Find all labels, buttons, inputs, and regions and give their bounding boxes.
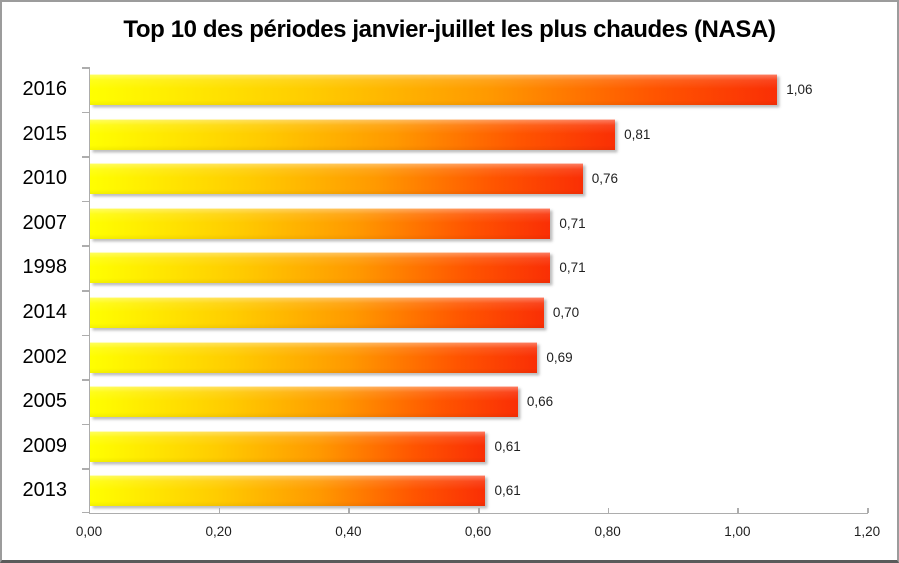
y-axis-tick [81, 111, 89, 114]
y-axis-tick [81, 468, 89, 470]
bar-value-label-2015: 0,81 [624, 126, 651, 142]
bar-value-label-2016: 1,06 [786, 82, 813, 97]
x-axis-label-0,40: 0,40 [335, 524, 362, 539]
category-label-2015: 2015 [22, 122, 68, 145]
x-axis-tick [478, 508, 480, 513]
bar-row-2007: 0,71 [90, 201, 868, 246]
category-label-2014: 2014 [22, 300, 68, 323]
bar-2005 [90, 386, 518, 418]
bar-1998 [90, 252, 551, 284]
bar-row-2016: 1,06 [90, 67, 868, 112]
y-axis-tick [81, 290, 89, 292]
x-axis-tick-labels: 0,00 0,20 0,40 0,60 0,80 1,00 1,20 [76, 524, 880, 544]
bar-row-2002: 0,69 [90, 335, 868, 380]
x-axis-tick [218, 508, 221, 513]
category-label-2007: 2007 [22, 211, 68, 234]
bar-2010 [90, 163, 583, 195]
y-axis-tick [81, 67, 89, 69]
bar-row-2009: 0,61 [90, 424, 868, 469]
y-axis-category-labels: 2016 2015 2010 2007 1998 2014 2002 2005 2009 2013 [2, 67, 68, 513]
bar-row-1998: 0,71 [90, 245, 868, 290]
y-axis-tick [81, 511, 89, 513]
y-axis-tick [81, 245, 89, 247]
bar-2002 [90, 341, 538, 373]
bar-row-2013: 0,61 [90, 468, 868, 513]
category-label-2002: 2002 [22, 345, 68, 368]
x-axis-tick [867, 508, 869, 513]
x-axis-label-0,60: 0,60 [464, 524, 492, 539]
category-label-2013: 2013 [22, 479, 68, 502]
bar-value-label-1998: 0,71 [559, 260, 586, 276]
bar-value-label-2013: 0,61 [494, 483, 521, 499]
bar-row-2005: 0,66 [90, 379, 868, 424]
bar-2007 [90, 207, 551, 239]
bar-value-label-2002: 0,69 [546, 349, 573, 365]
y-axis-tick [81, 379, 89, 381]
x-axis-tick [607, 508, 610, 513]
y-axis-tick [81, 334, 89, 337]
x-axis-tick [348, 508, 350, 513]
bar-value-label-2010: 0,76 [591, 171, 618, 187]
y-axis-tick [81, 423, 89, 426]
category-label-2016: 2016 [22, 78, 68, 100]
bar-2013 [90, 475, 486, 507]
x-axis-tick [737, 508, 739, 513]
plot-area: 1,06 0,81 0,76 0,71 0,71 0,70 0,69 0,66 0,61 0,61 [81, 67, 869, 514]
category-label-2005: 2005 [22, 390, 68, 413]
chart-title: Top 10 des périodes janvier-juillet les … [123, 16, 776, 43]
x-axis-label-0,80: 0,80 [594, 524, 621, 539]
bar-row-2015: 0,81 [90, 112, 868, 157]
y-axis-tick [81, 156, 89, 158]
bar-row-2014: 0,70 [90, 290, 868, 335]
x-axis-label-0,00: 0,00 [75, 524, 103, 539]
bar-row-2010: 0,76 [90, 156, 868, 201]
bar-value-label-2014: 0,70 [552, 304, 580, 320]
bar-2016 [90, 74, 778, 105]
bar-2014 [90, 296, 544, 328]
y-axis-tick [81, 200, 89, 203]
bar-2009 [90, 430, 486, 462]
bar-value-label-2007: 0,71 [559, 215, 586, 231]
category-label-2009: 2009 [22, 434, 68, 457]
bar-value-label-2005: 0,66 [526, 394, 554, 410]
category-label-2010: 2010 [22, 167, 68, 190]
x-axis-label-1,20: 1,20 [853, 524, 881, 539]
x-axis-label-1,00: 1,00 [724, 524, 751, 539]
category-label-1998: 1998 [22, 256, 68, 279]
x-axis-label-0,20: 0,20 [205, 524, 232, 539]
bar-value-label-2009: 0,61 [494, 438, 521, 454]
bar-2015 [90, 118, 616, 150]
